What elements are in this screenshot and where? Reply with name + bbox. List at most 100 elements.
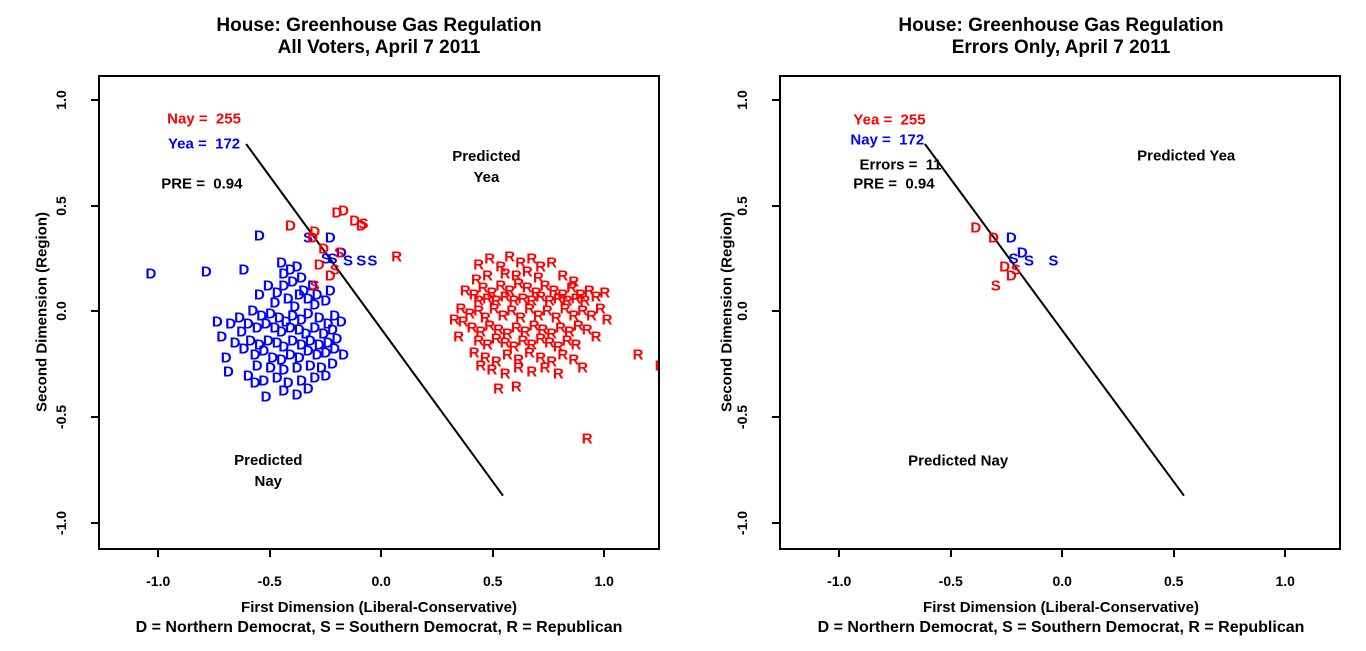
data-point-D: D xyxy=(291,359,303,377)
data-point-R: R xyxy=(590,328,602,346)
data-point-D: D xyxy=(296,269,307,287)
data-point-D: D xyxy=(322,315,334,333)
data-point-S: S xyxy=(334,244,345,262)
predicted-region-label: Predicted Yea xyxy=(1137,145,1235,166)
data-point-D: D xyxy=(296,311,307,329)
data-point-S: S xyxy=(358,215,369,233)
data-point-R: R xyxy=(473,332,485,350)
data-point-R: R xyxy=(453,328,465,346)
data-point-D: D xyxy=(329,340,341,358)
data-point-R: R xyxy=(590,288,602,306)
data-point-D: D xyxy=(269,319,281,337)
data-point-R: R xyxy=(473,292,485,310)
predicted-region-label: Predicted Yea xyxy=(452,146,520,188)
data-point-R: R xyxy=(530,284,542,302)
data-point-R: R xyxy=(499,334,511,352)
data-point-R: R xyxy=(519,323,531,341)
data-point-R: R xyxy=(482,267,493,285)
data-point-R: R xyxy=(513,359,524,377)
data-point-R: R xyxy=(599,284,611,302)
y-tick-label: -1.0 xyxy=(734,510,750,535)
data-point-D: D xyxy=(304,332,316,350)
data-point-R: R xyxy=(495,277,507,295)
data-point-D: D xyxy=(338,346,349,364)
x-axis-label: First Dimension (Liberal-Conservative) xyxy=(923,599,1199,616)
x-axis-tick xyxy=(1061,550,1064,557)
data-point-R: R xyxy=(575,286,586,304)
data-point-D: D xyxy=(311,286,323,304)
data-point-R: R xyxy=(508,338,520,356)
data-point-D: D xyxy=(355,217,367,235)
data-point-D: D xyxy=(229,334,241,352)
data-point-R: R xyxy=(546,325,558,343)
data-point-D: D xyxy=(276,254,287,272)
data-point-R: R xyxy=(490,353,502,371)
data-point-D: D xyxy=(304,357,316,375)
data-point-R: R xyxy=(493,380,504,398)
data-point-R: R xyxy=(479,309,491,327)
data-point-D: D xyxy=(313,336,325,354)
data-point-R: R xyxy=(521,279,533,297)
data-point-R: R xyxy=(579,292,591,310)
x-axis-tick xyxy=(1172,550,1175,557)
data-point-R: R xyxy=(510,378,522,396)
data-point-D: D xyxy=(324,229,336,247)
data-point-R: R xyxy=(561,332,573,350)
data-point-D: D xyxy=(1005,267,1017,285)
data-point-R: R xyxy=(552,338,564,356)
data-point-R: R xyxy=(482,336,493,354)
data-point-R: R xyxy=(570,290,582,308)
cutting-line xyxy=(245,143,504,497)
data-point-R: R xyxy=(495,258,507,276)
data-point-D: D xyxy=(302,290,314,308)
data-point-R: R xyxy=(502,346,513,364)
data-point-D: D xyxy=(278,277,290,295)
data-point-D: D xyxy=(211,313,223,331)
panel-title-line: House: Greenhouse Gas Regulation xyxy=(216,15,542,36)
data-point-D: D xyxy=(320,292,332,310)
predicted-region-line: Predicted xyxy=(452,148,521,165)
data-point-R: R xyxy=(528,317,540,335)
data-point-S: S xyxy=(327,250,338,268)
x-tick-label: -1.0 xyxy=(827,573,852,589)
y-tick-label: 0.0 xyxy=(734,301,750,322)
data-point-R: R xyxy=(504,248,516,266)
data-point-R: R xyxy=(517,332,529,350)
data-point-R: R xyxy=(550,309,562,327)
data-point-D: D xyxy=(1016,244,1028,262)
data-point-D: D xyxy=(254,336,265,354)
x-tick-label: 0.5 xyxy=(483,573,503,589)
panel-subtitle: Errors Only, April 7 2011 xyxy=(951,37,1171,58)
x-axis-tick xyxy=(380,550,383,557)
panel-title-line: House: Greenhouse Gas Regulation xyxy=(898,15,1224,36)
data-point-S: S xyxy=(303,229,314,247)
data-point-R: R xyxy=(557,286,569,304)
predicted-region-line: Predicted xyxy=(234,451,303,469)
data-point-D: D xyxy=(318,240,330,258)
data-point-D: D xyxy=(256,307,268,325)
data-point-D: D xyxy=(287,332,299,350)
data-point-D: D xyxy=(322,334,334,352)
data-point-R: R xyxy=(544,334,555,352)
x-tick-label: 0.5 xyxy=(1164,573,1184,589)
data-point-D: D xyxy=(258,342,270,360)
data-point-R: R xyxy=(533,269,544,287)
data-point-R: R xyxy=(517,290,529,308)
data-point-D: D xyxy=(331,330,343,348)
data-point-D: D xyxy=(320,367,332,385)
y-tick-label: 0.5 xyxy=(53,196,69,216)
data-point-R: R xyxy=(577,302,589,320)
data-point-D: D xyxy=(285,217,296,235)
data-point-D: D xyxy=(291,386,303,404)
data-point-D: D xyxy=(249,346,261,364)
data-point-D: D xyxy=(309,319,321,337)
x-axis-tick xyxy=(603,550,606,557)
y-tick-label: 0.5 xyxy=(734,196,750,216)
data-point-D: D xyxy=(313,309,325,327)
data-point-R: R xyxy=(486,361,498,379)
data-point-D: D xyxy=(988,229,999,247)
x-axis-tick xyxy=(838,550,841,557)
data-point-D: D xyxy=(271,334,283,352)
data-point-S: S xyxy=(990,277,1001,295)
